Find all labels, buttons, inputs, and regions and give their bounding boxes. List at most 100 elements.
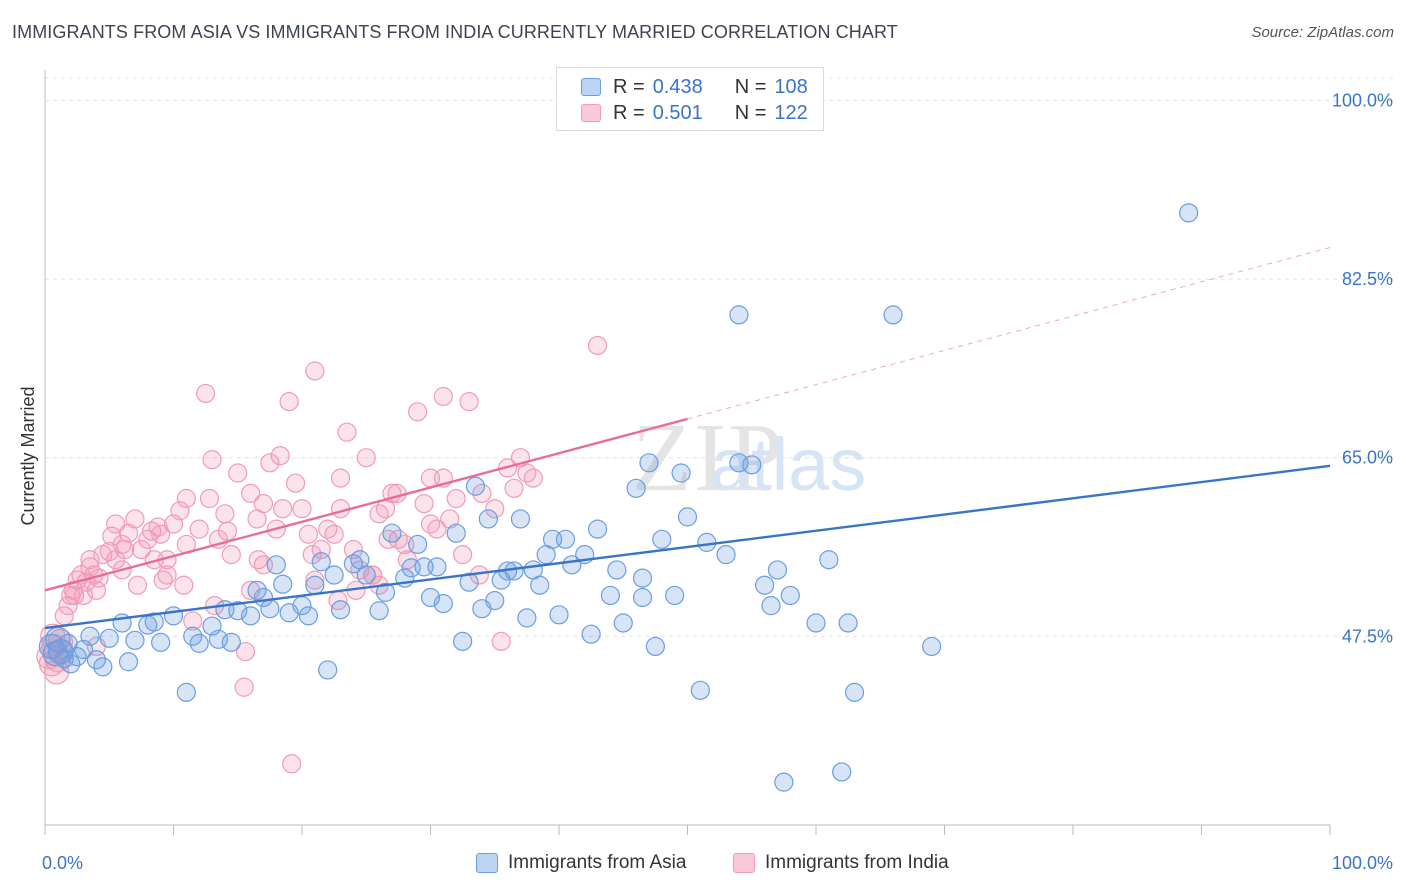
india-point: [199, 488, 220, 509]
india-point: [298, 524, 319, 544]
asia-point: [183, 626, 203, 646]
india-point: [356, 448, 376, 468]
correlation-legend: R = 0.438 N = 108 R = 0.501 N = 122: [556, 67, 824, 131]
india-point: [215, 504, 235, 524]
india-point: [433, 386, 453, 407]
x-tick-label-max: 100.0%: [1332, 853, 1393, 873]
asia-point: [446, 523, 466, 543]
india-point: [234, 677, 254, 697]
india-point: [420, 514, 441, 534]
asia-point: [427, 557, 447, 577]
y-tick-label: 47.5%: [1342, 626, 1393, 646]
asia-point: [99, 628, 119, 648]
india-point: [324, 524, 344, 544]
india-point: [131, 539, 151, 560]
asia-point: [510, 509, 531, 529]
india-point: [221, 545, 241, 565]
asia-point: [478, 509, 498, 529]
india-point: [279, 391, 299, 412]
india-point: [523, 468, 543, 488]
india-point: [270, 446, 290, 466]
asia-point: [832, 762, 852, 782]
asia-point: [80, 626, 100, 646]
asia-point: [330, 600, 351, 620]
asia-point: [86, 650, 107, 670]
asia-point: [600, 585, 621, 606]
asia-point: [922, 636, 942, 657]
asia-point: [652, 529, 672, 549]
trend-lines: [44, 247, 1331, 630]
asia-point: [189, 633, 209, 653]
asia-point: [93, 657, 113, 677]
india-point: [472, 483, 492, 504]
india-point: [102, 526, 122, 546]
asia-point: [690, 680, 710, 700]
asia-point: [221, 632, 241, 652]
india-point: [453, 545, 473, 565]
asia-point: [665, 585, 685, 606]
series-legend: Immigrants from Asia Immigrants from Ind…: [0, 852, 1406, 878]
asia-point: [632, 568, 653, 588]
r-value: 0.501: [652, 101, 703, 124]
asia-point: [459, 572, 479, 592]
asia-point: [754, 575, 775, 595]
asia-point: [356, 565, 376, 585]
legend-row-asia: R = 0.438 N = 108: [581, 75, 808, 99]
india-point: [369, 504, 389, 524]
asia-point: [311, 552, 331, 572]
india-point: [337, 422, 357, 442]
india-point: [318, 519, 338, 539]
n-label: N =: [734, 75, 767, 98]
legend-label-india: Immigrants from India: [765, 852, 949, 873]
india-point: [504, 478, 524, 498]
india-legend-swatch: [733, 853, 755, 873]
india-point: [408, 402, 428, 422]
india-point: [148, 517, 168, 537]
r-label: R =: [613, 101, 645, 124]
india-point: [491, 631, 511, 651]
asia-point: [761, 596, 781, 616]
india-point: [363, 565, 383, 585]
asia-point: [819, 550, 839, 570]
asia-point: [408, 534, 428, 555]
asia-point: [67, 647, 87, 667]
india-point: [343, 539, 363, 560]
india-point: [153, 570, 173, 590]
asia-point: [125, 630, 145, 650]
india-point: [174, 575, 194, 595]
legend-label-asia: Immigrants from Asia: [508, 852, 687, 873]
india-point: [427, 519, 447, 539]
asia-point: [549, 605, 569, 625]
asia-point: [607, 560, 627, 580]
y-tick-label: 100.0%: [1332, 91, 1393, 111]
india-point: [292, 499, 312, 519]
india-point: [176, 488, 196, 509]
asia-point: [677, 507, 698, 527]
india-point: [253, 494, 274, 514]
asia-point: [151, 632, 171, 652]
asia-point: [716, 545, 736, 565]
india-point: [235, 641, 256, 662]
india-point: [170, 501, 190, 521]
india-point: [196, 383, 216, 404]
india-point: [282, 754, 302, 774]
asia-point: [504, 561, 524, 581]
asia-point: [324, 565, 344, 585]
india-point: [106, 550, 126, 570]
asia-point: [318, 660, 338, 680]
india-point: [157, 565, 177, 585]
asia-point: [780, 585, 800, 606]
india-point: [305, 570, 325, 590]
y-tick-label: 82.5%: [1342, 269, 1393, 289]
india-point: [446, 488, 466, 509]
asia-point: [298, 606, 319, 626]
india-point: [459, 391, 479, 412]
india-point: [485, 499, 505, 519]
asia-point: [806, 613, 826, 633]
trend-line-india: [44, 417, 688, 592]
asia-swatch: [581, 78, 601, 96]
n-label: N =: [734, 101, 767, 124]
asia-point: [241, 606, 261, 626]
asia-point: [247, 580, 267, 600]
n-value: 108: [774, 75, 808, 98]
